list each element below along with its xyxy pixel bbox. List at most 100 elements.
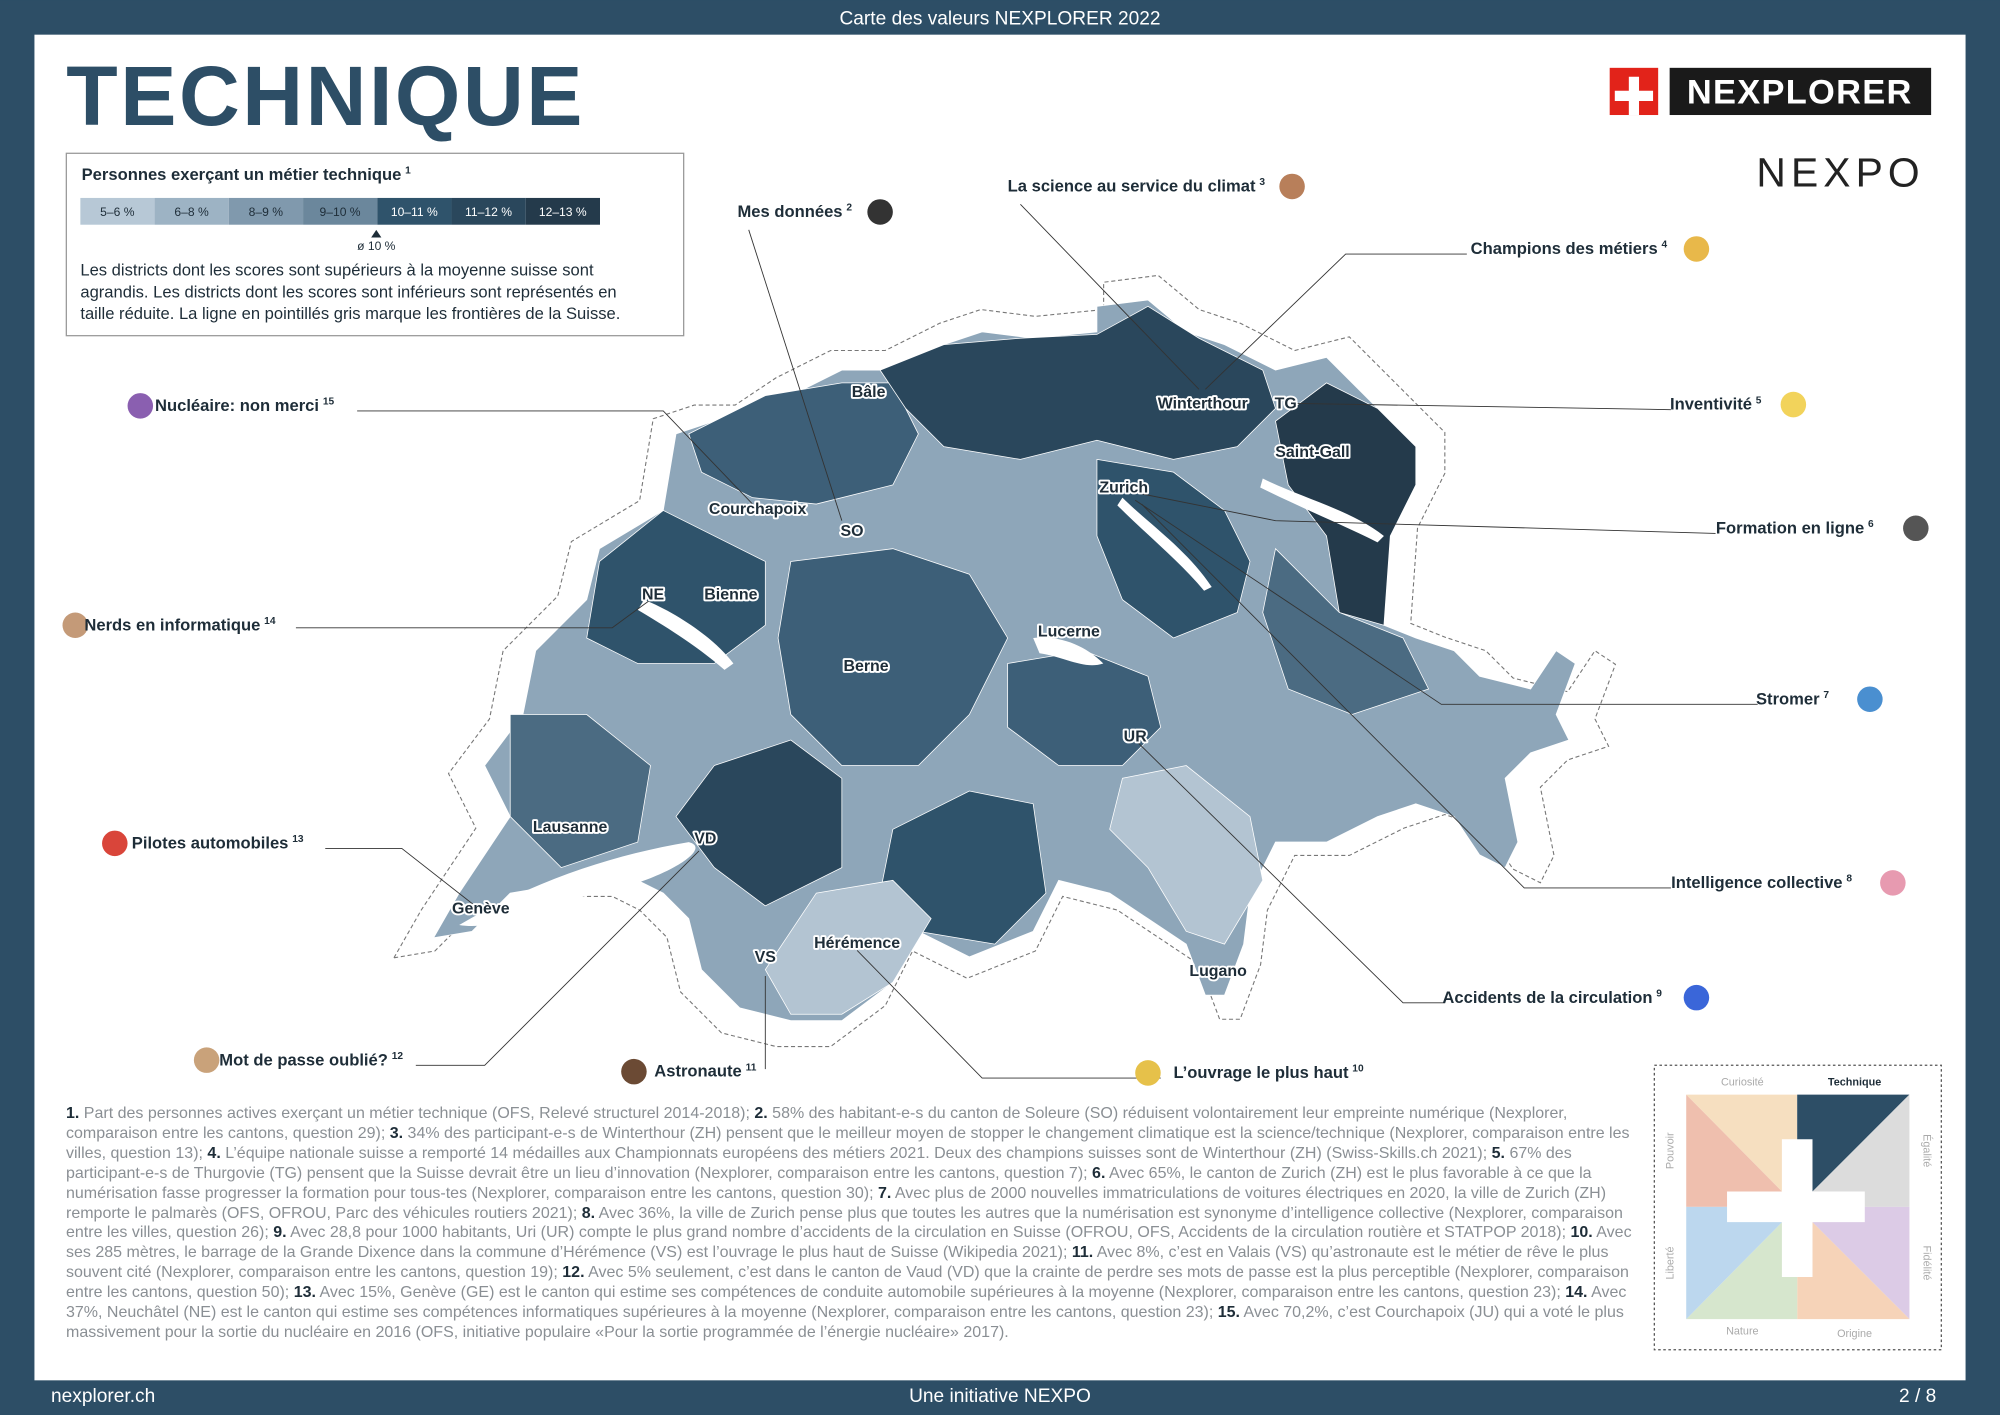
compass-sector bbox=[1686, 1206, 1798, 1320]
legend-bin-label: 6–8 % bbox=[174, 205, 209, 219]
legend-swatch bbox=[377, 197, 452, 225]
place-label: Lugano bbox=[1189, 963, 1247, 980]
footnote-text: Avec 65%, le canton de Zurich (ZH) est l… bbox=[66, 1164, 1592, 1202]
annotation-note: 12 bbox=[392, 1051, 404, 1062]
footnote-number: 10. bbox=[1570, 1224, 1593, 1242]
place-label: Genève bbox=[452, 900, 510, 917]
callout-line bbox=[1020, 204, 1200, 390]
compass-cross bbox=[1727, 1139, 1865, 1278]
place-label: Lausanne bbox=[533, 819, 608, 836]
annotation-icon bbox=[62, 612, 89, 638]
annotation-note: 3 bbox=[1259, 177, 1265, 188]
place-label: Bienne bbox=[704, 587, 757, 604]
region bbox=[777, 548, 1009, 766]
annotation-note: 2 bbox=[846, 203, 852, 214]
lake bbox=[1117, 497, 1212, 591]
compass-label: Curiosité bbox=[1721, 1077, 1764, 1089]
lake bbox=[1260, 478, 1384, 543]
legend-box bbox=[65, 152, 685, 337]
annotation-label: Inventivité bbox=[1670, 395, 1752, 414]
compass-label: Origine bbox=[1837, 1328, 1872, 1340]
logo-cross bbox=[1614, 76, 1654, 116]
compass-label: Égalité bbox=[1920, 1134, 1933, 1167]
region bbox=[509, 714, 651, 869]
compass-label: Liberté bbox=[1664, 1246, 1676, 1279]
legend-bin-label: 10–11 % bbox=[391, 205, 438, 219]
legend-swatch bbox=[228, 197, 304, 225]
footnote-text: Avec 36%, la ville de Zurich pense plus … bbox=[66, 1204, 1623, 1242]
legend-bin-label: 11–12 % bbox=[465, 205, 512, 219]
place-label: Bâle bbox=[852, 384, 886, 401]
footnote-number: 12. bbox=[562, 1264, 585, 1282]
annotation-note: 8 bbox=[1846, 874, 1852, 885]
legend-title: Personnes exerçant un métier technique bbox=[82, 165, 402, 184]
place-label: Lucerne bbox=[1038, 624, 1100, 641]
compass-label: Fidélité bbox=[1920, 1246, 1932, 1281]
place-label: Berne bbox=[843, 658, 888, 675]
legend-bin-label: 5–6 % bbox=[100, 205, 135, 219]
annotation-note: 10 bbox=[1352, 1064, 1364, 1075]
place-label: Zurich bbox=[1099, 480, 1148, 497]
footnote-number: 7. bbox=[877, 1184, 892, 1202]
region bbox=[1262, 547, 1430, 715]
footnote-number: 9. bbox=[273, 1224, 287, 1242]
footnote-number: 2. bbox=[754, 1105, 768, 1122]
region bbox=[879, 305, 1276, 460]
callout-line bbox=[1141, 503, 1671, 889]
legend-bin-label: 9–10 % bbox=[320, 205, 361, 219]
legend-swatch bbox=[154, 197, 229, 225]
annotation-label: Formation en ligne bbox=[1716, 518, 1864, 537]
footnote-number: 1. bbox=[66, 1105, 80, 1122]
legend-desc: taille réduite. La ligne en pointillés g… bbox=[80, 304, 620, 323]
annotation-icon bbox=[193, 1047, 220, 1073]
footnote-number: 15. bbox=[1217, 1304, 1240, 1322]
annotation-icon bbox=[1780, 391, 1807, 418]
annotation-note: 4 bbox=[1662, 240, 1668, 251]
footnote-text: Part des personnes actives exerçant un m… bbox=[83, 1105, 750, 1122]
average-label: ø 10 % bbox=[357, 239, 396, 253]
lakes bbox=[459, 478, 1384, 926]
lake bbox=[459, 842, 696, 926]
callout-line bbox=[1134, 739, 1446, 1004]
region bbox=[1275, 382, 1417, 626]
callout-line bbox=[295, 599, 651, 629]
footnote-number: 4. bbox=[207, 1144, 221, 1162]
legend-desc: Les districts dont les scores sont supér… bbox=[80, 261, 594, 280]
annotation-icon bbox=[621, 1058, 647, 1085]
legend-bin-label: 12–13 % bbox=[539, 205, 587, 219]
place-label: TG bbox=[1275, 395, 1297, 412]
place-label: Saint-Gall bbox=[1275, 444, 1349, 461]
compass-label: Nature bbox=[1726, 1325, 1759, 1337]
average-marker bbox=[371, 229, 382, 238]
footnote-text: Avec 15%, Genève (GE) est le canton qui … bbox=[319, 1284, 1561, 1302]
annotation-icon bbox=[1880, 870, 1906, 896]
map bbox=[392, 274, 1617, 1048]
logo-text: NEXPLORER bbox=[1687, 74, 1913, 112]
callout-line bbox=[1128, 490, 1716, 534]
region bbox=[586, 509, 766, 664]
footnote-text: Avec 70,2%, c’est Courchapoix (JU) qui a… bbox=[66, 1304, 1624, 1341]
callout-line bbox=[415, 850, 700, 1066]
footnote-text: Avec 8%, c’est en Valais (VS) qu’astrona… bbox=[66, 1244, 1609, 1282]
footnote-text: 58% des habitant-e-s du canton de Soleur… bbox=[66, 1105, 1568, 1142]
footnote-text: Avec ses 285 mètres, le barrage de la Gr… bbox=[66, 1224, 1632, 1262]
annotation-note: 9 bbox=[1656, 988, 1662, 999]
place-label: UR bbox=[1124, 728, 1148, 745]
annotation-label: Pilotes automobiles bbox=[132, 833, 289, 852]
callout-line bbox=[1134, 499, 1758, 705]
legend-swatch bbox=[80, 197, 155, 225]
region bbox=[764, 879, 932, 1015]
footnote-number: 13. bbox=[293, 1284, 316, 1302]
annotation-label: Nucléaire: non merci bbox=[155, 396, 319, 415]
border-dotted bbox=[392, 274, 1617, 1048]
legend-note: 1 bbox=[405, 166, 411, 177]
place-label: VS bbox=[755, 949, 776, 966]
region bbox=[1109, 765, 1264, 945]
annotation-note: 7 bbox=[1823, 690, 1829, 701]
annotation-icon bbox=[1683, 984, 1710, 1011]
callout-line bbox=[1205, 253, 1467, 390]
place-label: VD bbox=[694, 830, 716, 847]
region bbox=[688, 382, 919, 505]
